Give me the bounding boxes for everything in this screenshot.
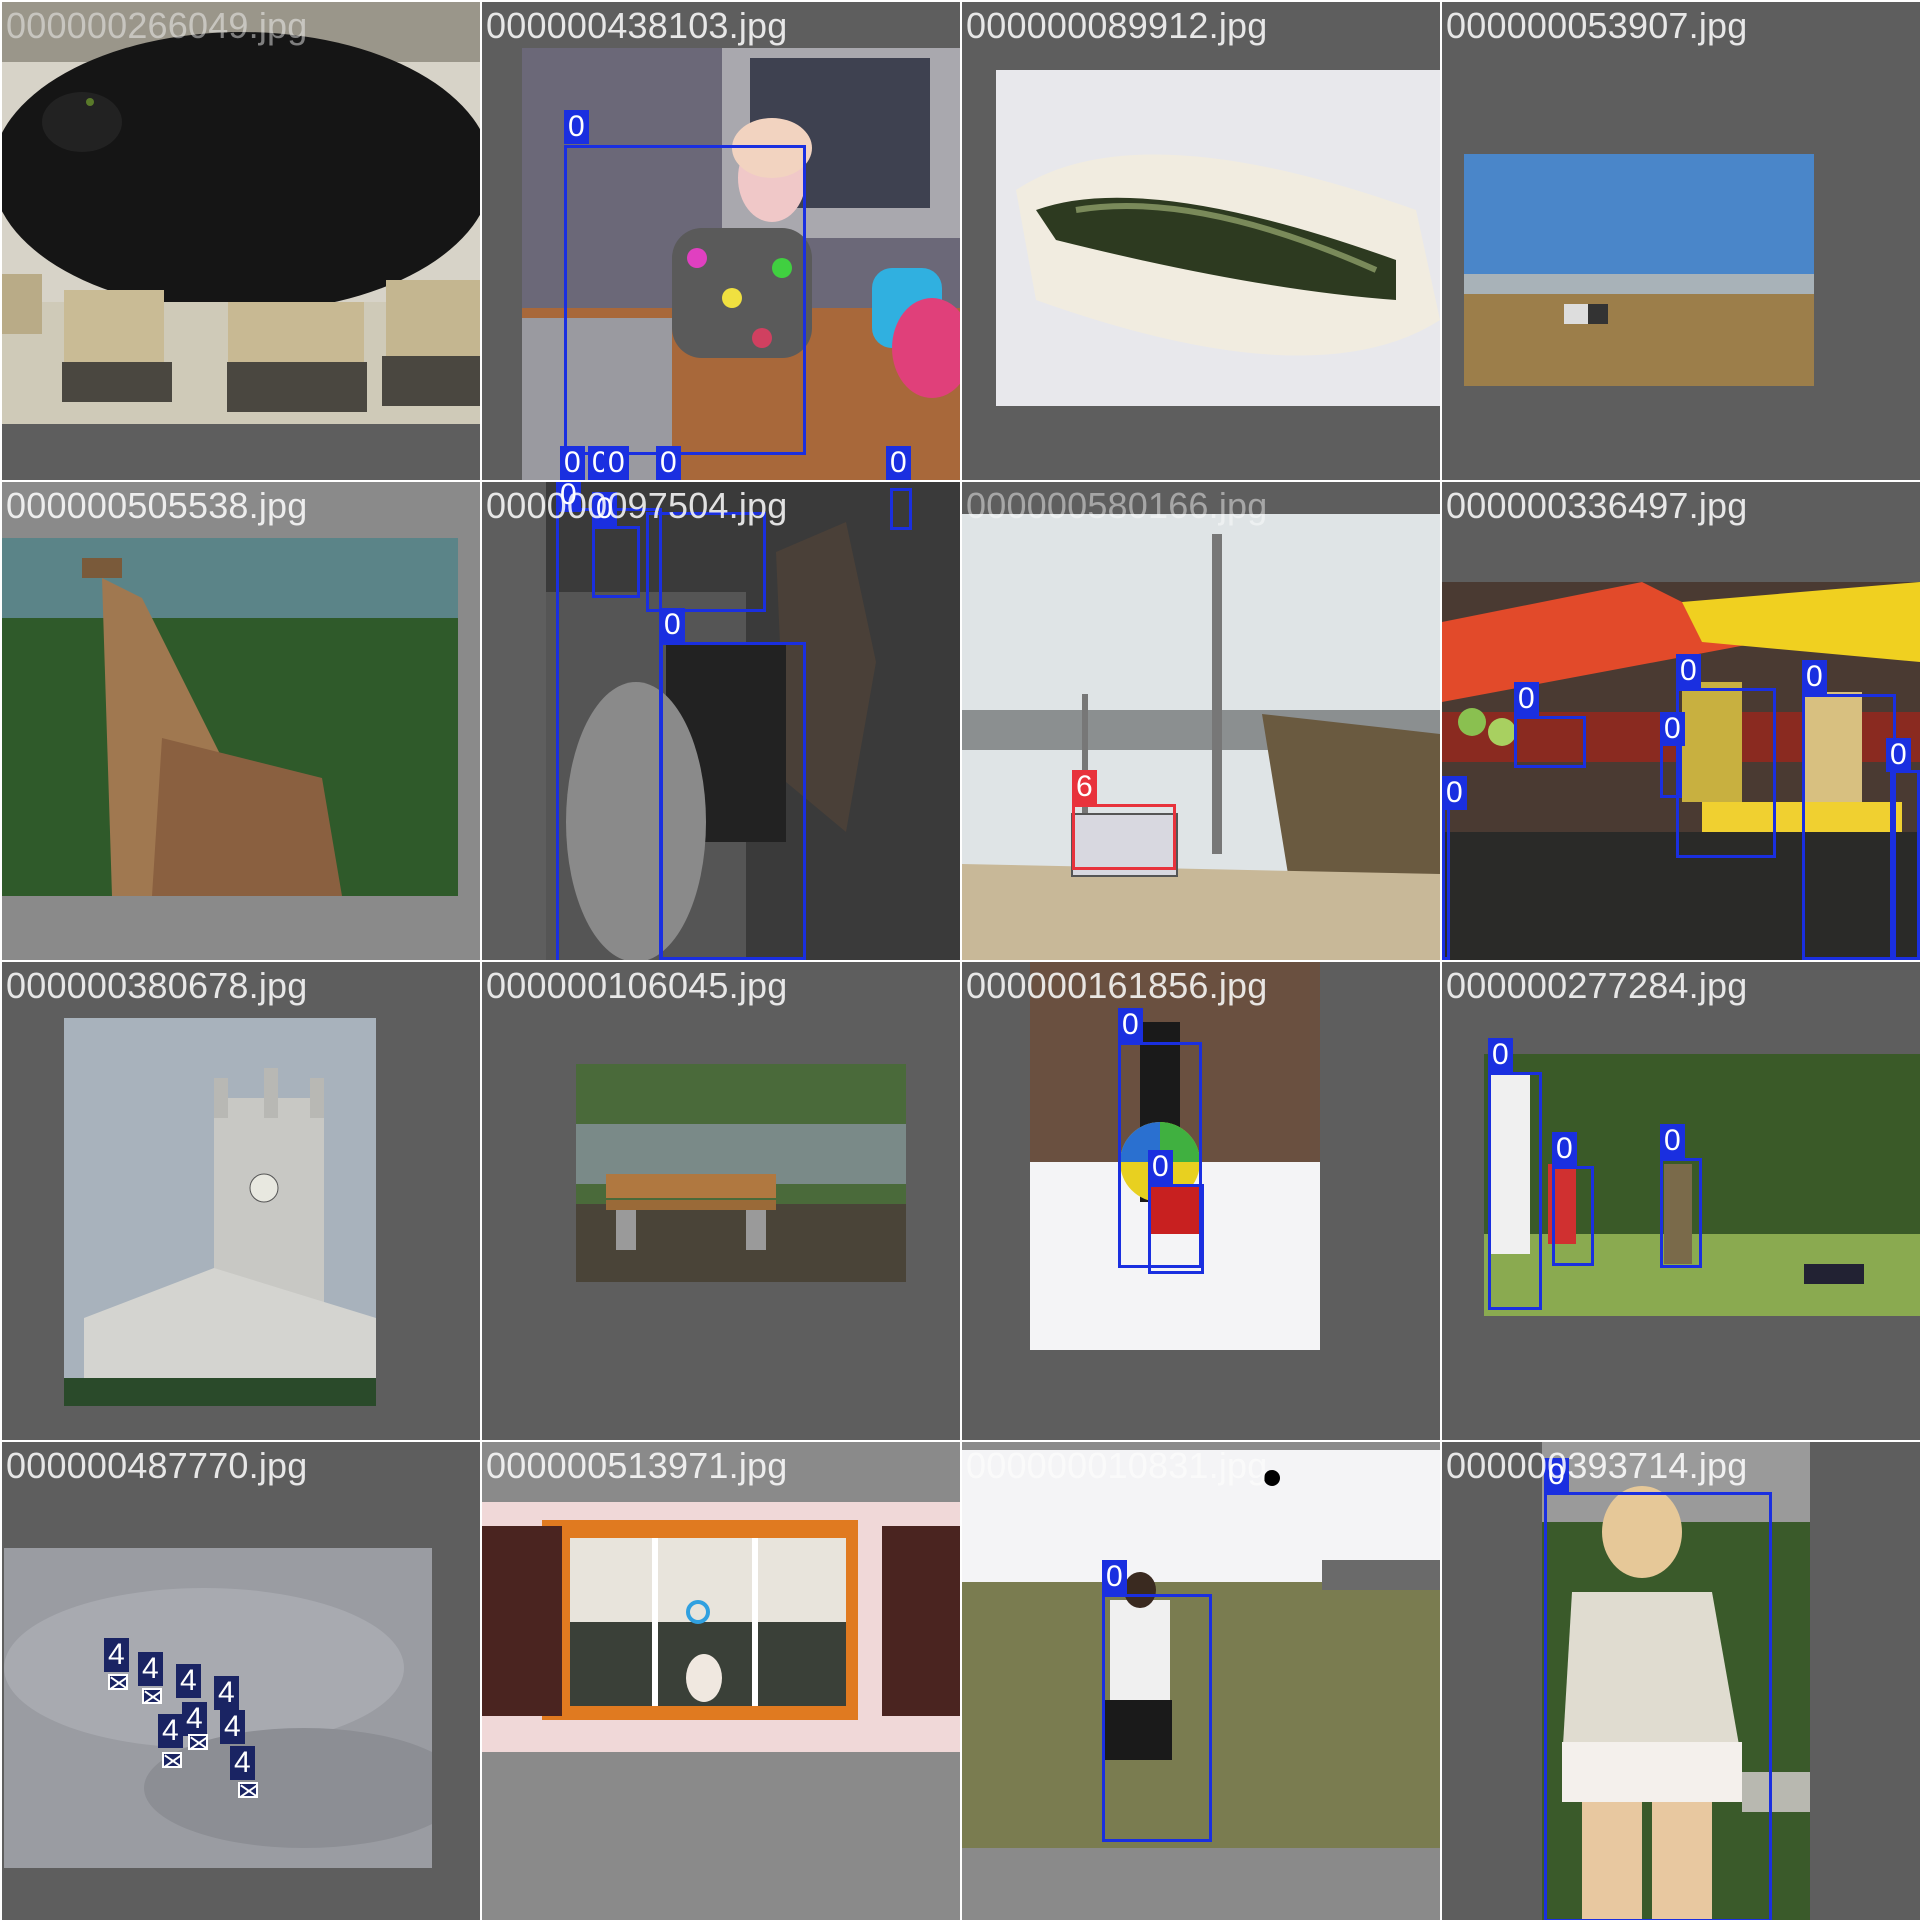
bbox-label: 0 [1660,1124,1685,1158]
bbox-label: 0 [1676,654,1701,688]
image-filename: 000000505538.jpg [6,485,308,526]
bbox-label: 4 [220,1710,245,1744]
image-filename: 000000089912.jpg [966,5,1268,46]
image-filename: 000000010831.jpg [966,1445,1268,1486]
bbox [1890,770,1920,960]
bbox-label: 0 [1102,1560,1127,1594]
tile-5[interactable]: 000000505538.jpg [2,482,480,960]
bbox-label: 0 [1802,660,1827,694]
tile-12[interactable]: 000000277284.jpg 0 0 0 [1442,962,1920,1440]
bbox [1660,740,1682,798]
bbox-label: 0 [604,446,629,480]
bbox [1118,1042,1202,1268]
bbox [890,488,912,530]
tile-13[interactable]: 000000487770.jpg 4 4 4 4 4 4 4 4 [2,1442,480,1920]
bbox-label: 0 [1514,682,1539,716]
bbox [1544,1492,1772,1920]
tile-2[interactable]: 000000438103.jpg 0 0 0 0 0 0 [482,2,960,480]
bbox-label: 6 [1072,770,1097,804]
tile-9[interactable]: 000000380678.jpg [2,962,480,1440]
tile-10[interactable]: 000000106045.jpg [482,962,960,1440]
bbox-label: 0 [1660,712,1685,746]
image-filename: 000000053907.jpg [1446,5,1748,46]
bbox-label: 0 [656,446,681,480]
image-filename: 000000161856.jpg [966,965,1268,1006]
bbox-label: 0 [660,608,685,642]
image-filename: 000000266049.jpg [6,5,308,46]
bbox [142,1688,162,1704]
bbox [592,526,640,598]
image-filename: 000000438103.jpg [486,5,788,46]
bbox-label: 4 [230,1746,255,1780]
tile-image [2,2,480,424]
tile-4[interactable]: 000000053907.jpg [1442,2,1920,480]
bbox [660,642,806,960]
image-filename: 000000393714.jpg [1446,1445,1748,1486]
bbox-label: 4 [182,1702,207,1736]
tile-image [482,1502,960,1752]
bbox [1676,688,1776,858]
bbox [188,1734,208,1750]
bbox-label: 0 [1488,1038,1513,1072]
bbox [108,1674,128,1690]
image-filename: 000000487770.jpg [6,1445,308,1486]
bbox-label: 0 [1552,1132,1577,1166]
tile-11[interactable]: 000000161856.jpg 0 0 [962,962,1440,1440]
bbox [1072,804,1176,870]
bbox-label: 4 [176,1664,201,1698]
tile-7[interactable]: 000000580166.jpg 6 [962,482,1440,960]
bbox-label: 0 [556,482,581,512]
tile-image [1484,1054,1920,1316]
tile-image [1464,154,1814,386]
bbox-label: 0 [886,446,911,480]
bbox [1148,1184,1204,1274]
bbox-label: 4 [138,1652,163,1686]
tile-image [576,1064,906,1282]
image-filename: 000000513971.jpg [486,1445,788,1486]
bbox [564,145,806,455]
tile-image [64,1018,376,1406]
bbox-label: 0 [1442,776,1467,810]
bbox [1552,1166,1594,1266]
tile-3[interactable]: 000000089912.jpg [962,2,1440,480]
bbox-label: 0 [1118,1008,1143,1042]
bbox [1488,1072,1542,1310]
bbox [1102,1594,1212,1842]
tile-image [2,538,458,896]
bbox [238,1782,258,1798]
image-filename: 000000277284.jpg [1446,965,1748,1006]
tile-image [1542,1442,1810,1920]
bbox [1514,716,1586,768]
image-filename: 000000097504.jpg [486,485,788,526]
tile-6[interactable]: 000000097504.jpg 0 0 0 [482,482,960,960]
bbox-label: 4 [158,1714,183,1748]
tile-15[interactable]: 000000010831.jpg 0 [962,1442,1440,1920]
tile-8[interactable]: 000000336497.jpg 0 0 0 0 0 0 [1442,482,1920,960]
tile-image [546,482,960,960]
tile-image [996,70,1440,406]
bbox-label: 0 [1544,1458,1569,1492]
bbox-label: 0 [1886,738,1911,772]
tile-image [4,1548,432,1868]
bbox-label: 0 [564,110,589,144]
bbox [1660,1158,1702,1268]
tile-16[interactable]: 000000393714.jpg 0 [1442,1442,1920,1920]
tile-14[interactable]: 000000513971.jpg [482,1442,960,1920]
bbox [162,1752,182,1768]
image-filename: 000000380678.jpg [6,965,308,1006]
bbox-label: 0 [592,492,617,526]
tile-image [962,1450,1440,1848]
bbox [1802,694,1896,960]
bbox-label: 0 [560,446,585,480]
image-filename: 000000106045.jpg [486,965,788,1006]
tile-1[interactable]: 000000266049.jpg [2,2,480,480]
tile-image [962,514,1440,960]
image-filename: 000000336497.jpg [1446,485,1748,526]
bbox-label: 0 [1148,1150,1173,1184]
bbox [646,512,766,612]
image-filename: 000000580166.jpg [966,485,1268,526]
bbox-label: 4 [104,1638,129,1672]
bbox-label: 4 [214,1676,239,1710]
